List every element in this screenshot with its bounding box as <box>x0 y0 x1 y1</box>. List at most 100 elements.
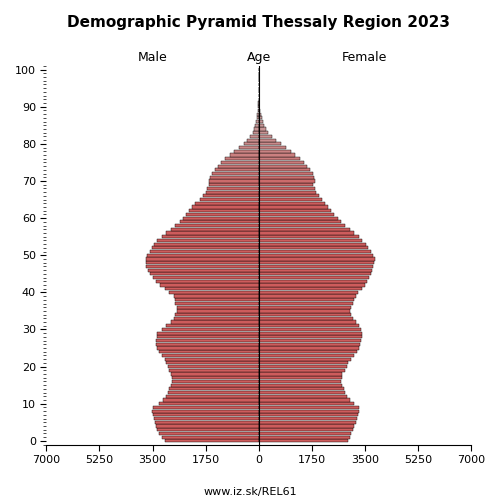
Bar <box>176 302 258 305</box>
Bar <box>255 124 258 127</box>
Bar <box>169 291 258 294</box>
Bar <box>258 202 326 205</box>
Bar <box>150 272 258 276</box>
Bar <box>170 228 258 231</box>
Bar <box>206 190 258 194</box>
Title: Demographic Pyramid Thessaly Region 2023: Demographic Pyramid Thessaly Region 2023 <box>67 15 450 30</box>
Bar <box>258 414 358 416</box>
Bar <box>258 328 361 331</box>
Bar <box>258 391 345 394</box>
Bar <box>258 239 362 242</box>
Bar <box>169 388 258 390</box>
Bar <box>258 280 367 283</box>
Bar <box>258 265 374 268</box>
Bar <box>244 142 258 146</box>
Bar <box>258 436 350 438</box>
Bar <box>258 209 332 212</box>
Bar <box>168 391 258 394</box>
Bar <box>172 380 258 383</box>
Bar <box>158 432 258 435</box>
Bar <box>176 298 258 302</box>
Bar <box>170 320 258 324</box>
Bar <box>258 362 348 364</box>
Bar <box>258 220 340 224</box>
Bar <box>162 436 258 438</box>
Bar <box>258 120 263 123</box>
Bar <box>164 440 258 442</box>
Bar <box>258 232 354 234</box>
Bar <box>172 376 258 380</box>
Bar <box>258 402 354 406</box>
Bar <box>176 313 258 316</box>
Bar <box>258 190 316 194</box>
Bar <box>214 168 258 172</box>
Bar <box>258 142 281 146</box>
Bar <box>258 242 366 246</box>
Bar <box>258 272 371 276</box>
Bar <box>146 265 258 268</box>
Bar <box>258 365 346 368</box>
Bar <box>258 187 315 190</box>
Bar <box>257 116 258 119</box>
Bar <box>164 287 258 290</box>
Bar <box>170 372 258 376</box>
Bar <box>252 131 258 134</box>
Bar <box>169 369 258 372</box>
Bar <box>258 228 350 231</box>
Bar <box>189 209 258 212</box>
Bar <box>176 224 258 227</box>
Bar <box>192 206 258 208</box>
Bar <box>258 261 374 264</box>
Bar <box>258 198 322 201</box>
Bar <box>258 258 374 260</box>
Bar <box>239 146 258 149</box>
Bar <box>164 358 258 361</box>
Bar <box>154 420 258 424</box>
Bar <box>258 346 358 350</box>
Bar <box>258 406 360 409</box>
Bar <box>258 336 362 338</box>
Bar <box>258 324 358 328</box>
Bar <box>258 428 352 432</box>
Bar <box>258 332 362 335</box>
Bar <box>156 424 258 428</box>
Bar <box>258 376 342 380</box>
Bar <box>258 298 354 302</box>
Bar <box>258 105 260 108</box>
Bar <box>148 268 258 272</box>
Bar <box>258 268 372 272</box>
Bar <box>258 172 312 175</box>
Bar <box>258 128 266 130</box>
Bar <box>258 176 314 179</box>
Bar <box>258 369 345 372</box>
Bar <box>162 354 258 357</box>
Bar <box>258 250 371 253</box>
Bar <box>166 394 258 398</box>
Bar <box>258 350 357 354</box>
Bar <box>258 135 272 138</box>
Bar <box>152 410 258 412</box>
Bar <box>152 246 258 250</box>
Bar <box>200 198 258 201</box>
Bar <box>258 320 356 324</box>
Bar <box>258 131 268 134</box>
Bar <box>162 328 258 331</box>
Bar <box>177 306 258 309</box>
Bar <box>258 380 340 383</box>
Bar <box>258 168 310 172</box>
Bar <box>247 138 258 141</box>
Bar <box>162 235 258 238</box>
Bar <box>258 287 362 290</box>
Bar <box>258 164 307 168</box>
Bar <box>166 324 258 328</box>
Bar <box>258 150 290 153</box>
Bar <box>230 154 258 156</box>
Bar <box>195 202 258 205</box>
Bar <box>258 124 264 127</box>
Text: www.iz.sk/REL61: www.iz.sk/REL61 <box>203 487 297 497</box>
Bar <box>226 157 258 160</box>
Bar <box>258 216 338 220</box>
Bar <box>158 350 258 354</box>
Bar <box>258 317 352 320</box>
Bar <box>258 339 361 342</box>
